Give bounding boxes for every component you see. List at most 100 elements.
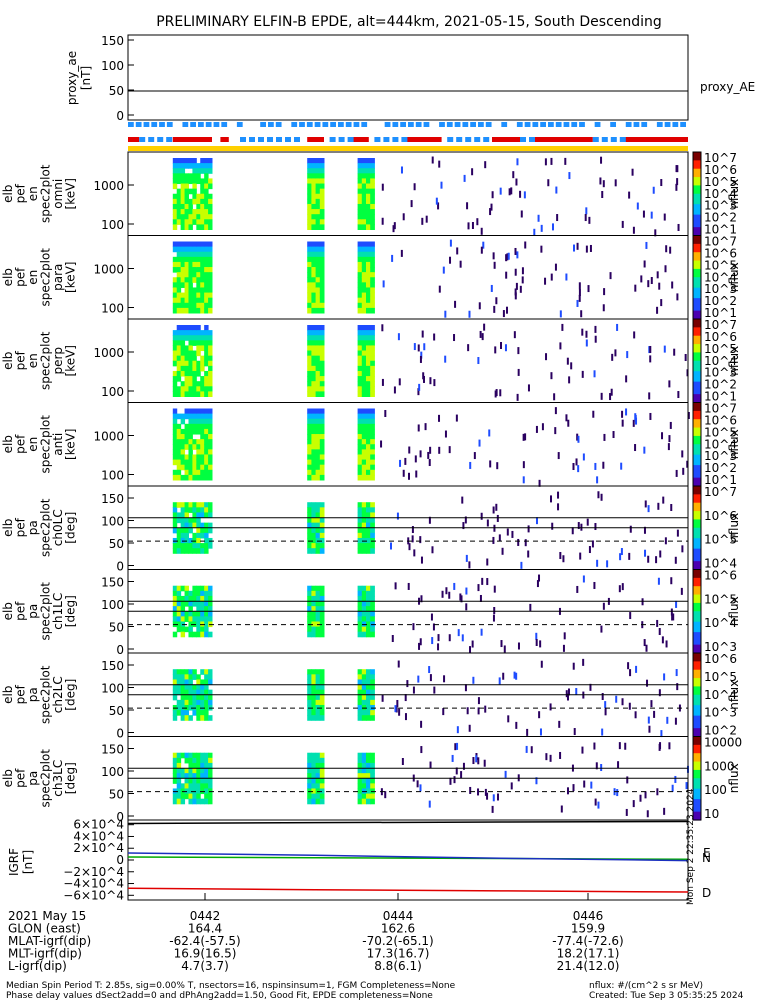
status-blue-dash xyxy=(483,137,490,142)
spectrogram-cell xyxy=(311,793,317,800)
colorbar-cell xyxy=(693,216,701,220)
spectrogram-cell xyxy=(357,699,363,706)
colorbar-cell xyxy=(693,582,701,585)
spectrogram-cell xyxy=(196,778,201,784)
spectrogram-cell xyxy=(208,168,213,174)
spectrogram-speckle xyxy=(393,222,396,230)
spectrogram-cell xyxy=(319,261,325,268)
spectrogram-cell xyxy=(180,391,186,397)
spectrogram-cell xyxy=(361,507,367,513)
spectrogram-cell xyxy=(311,595,317,602)
spectrogram-cell xyxy=(196,590,201,597)
spectrogram-cell xyxy=(180,715,186,721)
spectrogram-cell xyxy=(307,699,312,706)
spectrogram-cell xyxy=(357,386,363,392)
spectrogram-ylabel: elb xyxy=(1,352,15,370)
spectrogram-cell xyxy=(315,370,321,377)
spectrogram-speckle xyxy=(612,431,615,439)
spectrogram-speckle xyxy=(572,784,575,792)
colorbar-cell xyxy=(693,634,701,637)
spectrogram-speckle xyxy=(620,462,623,470)
spectrogram-cell xyxy=(196,413,201,420)
spectrogram-cell xyxy=(196,715,201,721)
spectrogram-cell xyxy=(319,335,325,341)
spectrogram-cell xyxy=(172,193,178,200)
spectrogram-speckle xyxy=(576,585,579,593)
spectrogram-cell xyxy=(208,418,213,425)
colorbar-cell xyxy=(693,684,701,687)
spectrogram-speckle xyxy=(685,782,688,790)
colorbar-cell xyxy=(693,241,701,245)
colorbar-cell xyxy=(693,506,701,510)
spectrogram-cell xyxy=(366,408,371,415)
spectrogram-cell xyxy=(192,241,197,248)
spectrogram-cell xyxy=(311,679,317,686)
spectrogram-speckle xyxy=(459,593,462,601)
colorbar-cell xyxy=(693,400,701,404)
spectrogram-cell xyxy=(319,507,325,513)
spectrogram-cell xyxy=(357,788,363,795)
spectrogram-speckle xyxy=(505,254,508,262)
spectrogram-cell xyxy=(184,345,189,352)
spectrogram-speckle xyxy=(670,608,673,616)
spectrogram-cell xyxy=(184,282,189,288)
spectrogram-speckle xyxy=(444,310,447,318)
spectrogram-cell xyxy=(319,434,325,440)
colorbar-cell xyxy=(693,502,701,506)
spectrogram-cell xyxy=(307,345,312,352)
spectrogram-cell xyxy=(307,307,312,314)
spectrogram-speckle xyxy=(384,791,387,799)
spectrogram-cell xyxy=(188,277,193,283)
spectrogram-cell xyxy=(361,297,367,304)
spectrogram-cell xyxy=(307,459,312,466)
spectrogram-cell xyxy=(319,423,325,430)
status-red-segment xyxy=(531,137,593,142)
spectrogram-speckle xyxy=(522,461,525,469)
spectrogram-cell xyxy=(188,548,193,554)
spectrogram-cell xyxy=(307,669,312,675)
spectrogram-speckle xyxy=(416,780,419,788)
spectrogram-cell xyxy=(315,616,321,622)
spectrogram-speckle xyxy=(568,376,571,384)
colorbar-cell xyxy=(693,632,701,635)
spectrogram-speckle xyxy=(429,446,432,454)
spectrogram-speckle xyxy=(628,191,631,199)
spectrogram-cell xyxy=(184,277,189,283)
spectrogram-speckle xyxy=(624,742,627,750)
spectrogram-cell xyxy=(196,386,201,392)
spectrogram-cell xyxy=(188,606,193,612)
spectrogram-cell xyxy=(311,178,317,185)
spectrogram-cell xyxy=(361,762,367,769)
spectrogram-cell xyxy=(180,350,186,357)
spectrogram-cell xyxy=(315,715,321,721)
spectrogram-cell xyxy=(366,590,371,597)
spectrogram-cell xyxy=(315,507,321,513)
spectrogram-cell xyxy=(366,178,371,185)
spectrogram-cell xyxy=(184,256,189,263)
spectrogram-cell xyxy=(192,219,197,225)
spectrogram-speckle xyxy=(530,746,533,754)
spectrogram-cell xyxy=(370,251,375,258)
spectrogram-cell xyxy=(200,512,205,519)
spectrogram-speckle xyxy=(483,323,486,331)
spectrogram-cell xyxy=(307,778,312,784)
spectrogram-speckle xyxy=(539,640,542,648)
spectrogram-cell xyxy=(370,350,375,357)
spectrogram-speckle xyxy=(572,662,575,670)
colorbar-cell xyxy=(693,571,701,575)
spectrogram-cell xyxy=(188,418,193,425)
spectrogram-cell xyxy=(370,699,375,706)
spectrogram-cell xyxy=(370,773,375,779)
colorbar-cell xyxy=(693,283,701,287)
colorbar-cell xyxy=(693,371,701,374)
colorbar-frame xyxy=(692,736,702,821)
spectrogram-speckle xyxy=(665,245,668,253)
spectrogram-cell xyxy=(357,626,363,633)
spectrogram-cell xyxy=(192,502,197,508)
colorbar-cell xyxy=(693,640,701,644)
spectrogram-speckle xyxy=(533,228,536,236)
spectrogram-speckle xyxy=(538,479,541,487)
spectrogram-cell xyxy=(200,631,205,638)
colorbar-cell xyxy=(693,490,701,493)
spectrogram-speckle xyxy=(413,343,416,351)
